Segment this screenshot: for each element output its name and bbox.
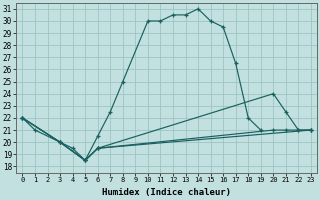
X-axis label: Humidex (Indice chaleur): Humidex (Indice chaleur) — [102, 188, 231, 197]
